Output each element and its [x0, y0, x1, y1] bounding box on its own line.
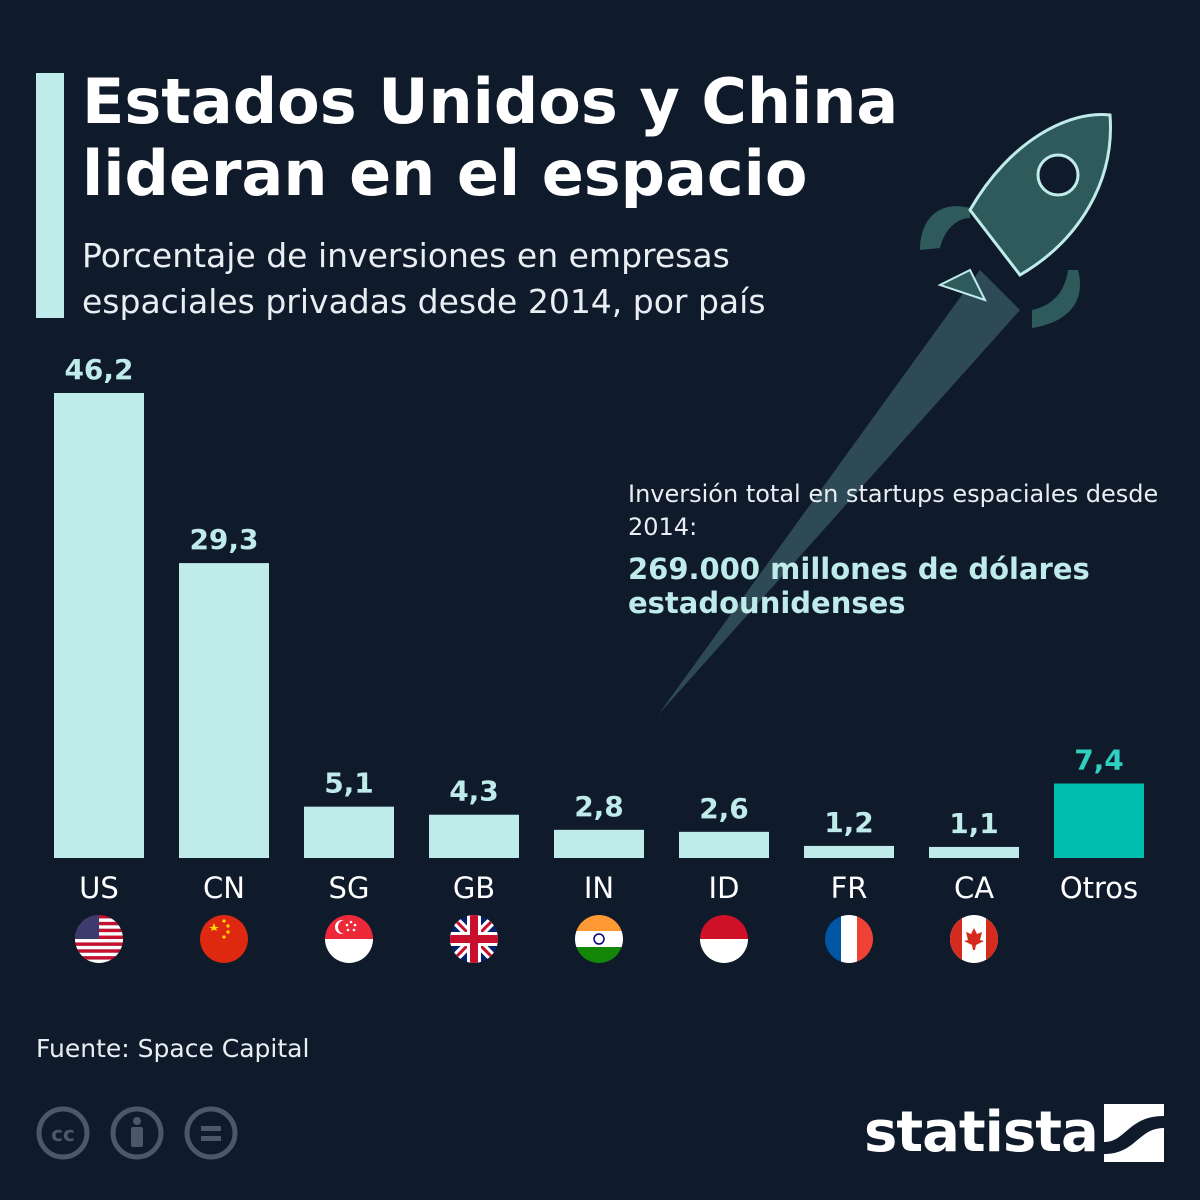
- rocket-illustration: [658, 112, 1112, 715]
- category-label-gb: GB: [453, 871, 495, 905]
- svg-text:cc: cc: [51, 1122, 75, 1146]
- statista-logo-icon: [1104, 1104, 1164, 1162]
- source-note: Fuente: Space Capital: [36, 1034, 310, 1063]
- value-label-sg: 5,1: [324, 767, 374, 800]
- gb-flag-icon: [450, 915, 498, 963]
- category-label-cn: CN: [203, 871, 245, 905]
- annotation-text: Inversión total en startups espaciales d…: [628, 480, 1159, 541]
- value-label-gb: 4,3: [449, 775, 499, 808]
- chart-subtitle: Porcentaje de inversiones en empresas es…: [82, 236, 766, 321]
- cn-flag-icon: [200, 915, 248, 963]
- chart-title: Estados Unidos y China lideran en el esp…: [82, 65, 899, 210]
- bar-chart: 46,2 US 29,3 CN 5,1 SG 4,3 GB 2,8 IN 2,6 ID 1,2 FR 1,1…: [54, 353, 1144, 963]
- annotation-value: 269.000 millones de dólares estadouniden…: [628, 552, 1090, 620]
- value-label-otros: 7,4: [1074, 744, 1124, 777]
- value-label-cn: 29,3: [189, 523, 258, 556]
- value-label-us: 46,2: [64, 353, 133, 386]
- bar-otros: [1054, 783, 1144, 858]
- value-label-fr: 1,2: [824, 806, 874, 839]
- bar-id: [679, 831, 769, 858]
- value-label-in: 2,8: [574, 790, 624, 823]
- total-investment-annotation: Inversión total en startups espaciales d…: [628, 478, 1168, 620]
- bar-in: [554, 829, 644, 858]
- ca-flag-icon: [950, 915, 998, 963]
- bar-ca: [929, 846, 1019, 858]
- category-label-fr: FR: [831, 871, 868, 905]
- category-label-ca: CA: [954, 871, 994, 905]
- value-label-ca: 1,1: [949, 807, 999, 840]
- bar-us: [54, 393, 144, 858]
- sg-flag-icon: [325, 915, 373, 963]
- statista-logo-text: statista: [864, 1100, 1099, 1165]
- bar-gb: [429, 814, 519, 858]
- fr-flag-icon: [825, 915, 873, 963]
- id-flag-icon: [700, 915, 748, 963]
- us-flag-icon: [75, 915, 123, 963]
- in-flag-icon: [575, 915, 623, 963]
- category-label-id: ID: [709, 871, 740, 905]
- bar-cn: [179, 563, 269, 858]
- value-label-id: 2,6: [699, 792, 749, 825]
- bar-fr: [804, 845, 894, 858]
- no-derivatives-icon: [184, 1106, 238, 1160]
- category-label-in: IN: [584, 871, 614, 905]
- creative-commons-icon: cc: [36, 1106, 90, 1160]
- attribution-icon: [110, 1106, 164, 1160]
- title-accent-bar: [36, 73, 64, 318]
- category-label-us: US: [79, 871, 119, 905]
- category-label-sg: SG: [329, 871, 370, 905]
- bar-sg: [304, 806, 394, 858]
- category-label-otros: Otros: [1060, 871, 1138, 905]
